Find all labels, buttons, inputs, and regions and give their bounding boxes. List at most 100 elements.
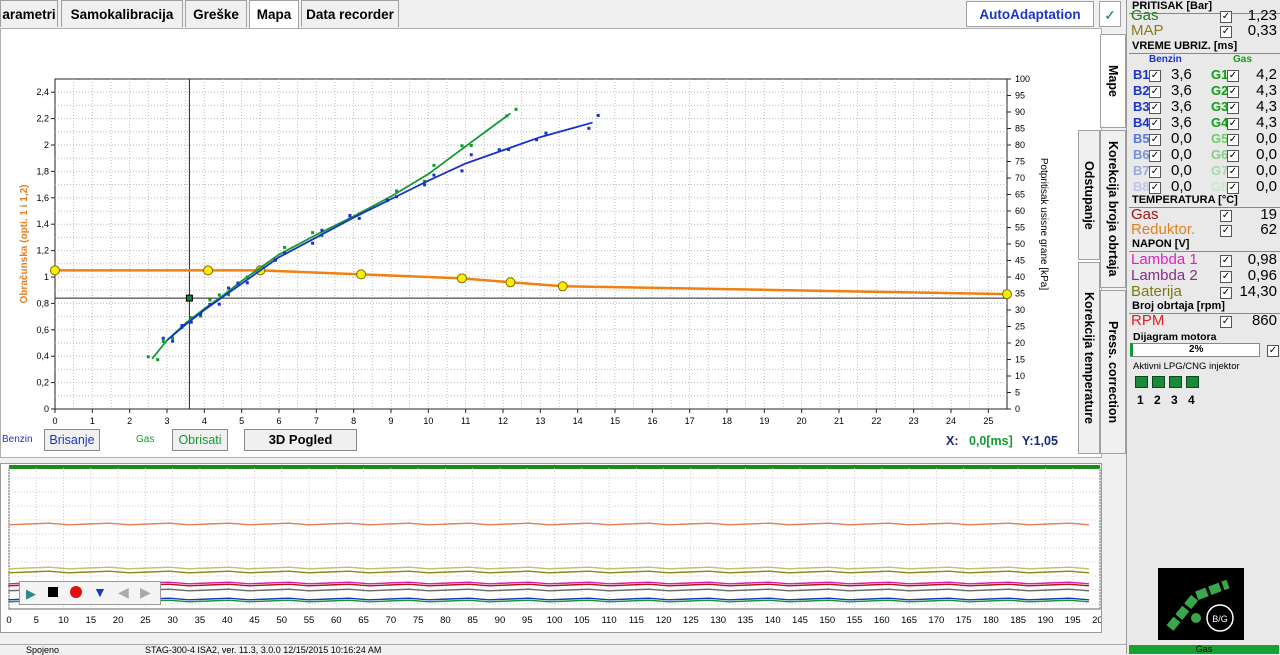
- autoadaptation-button[interactable]: AutoAdaptation: [966, 1, 1094, 27]
- bg-switch-gauge-icon[interactable]: B/G: [1158, 568, 1244, 640]
- injector-b5-checkbox[interactable]: ✓: [1149, 134, 1161, 146]
- scope-x-label: 90: [495, 615, 506, 626]
- scope-x-label: 160: [874, 615, 890, 626]
- y-right-tick-label: 20: [1015, 338, 1025, 348]
- injector-b1-checkbox[interactable]: ✓: [1149, 70, 1161, 82]
- tab-parametri[interactable]: arametri: [0, 0, 58, 27]
- record-icon[interactable]: [70, 586, 82, 598]
- series-point-orange: [456, 273, 467, 284]
- pressure-gas-checkbox[interactable]: ✓: [1220, 11, 1232, 23]
- scope-x-label: 15: [86, 615, 97, 626]
- y-right-tick-label: 90: [1015, 107, 1025, 117]
- injector-g5-value: 0,0: [1256, 130, 1277, 147]
- y-left-axis-title: Obračunska (opti. 1 i 1,2): [19, 185, 30, 304]
- pressure-gas-value: 1,23: [1247, 7, 1277, 24]
- series-point-blue: [171, 339, 175, 343]
- tab-korekcija-broja-obrtaja[interactable]: Korekcija broja obrtaja: [1100, 130, 1126, 288]
- injector-b3-checkbox[interactable]: ✓: [1149, 102, 1161, 114]
- down-arrow-icon[interactable]: ▼: [93, 584, 107, 600]
- wrench-icon[interactable]: ✓: [1099, 1, 1121, 27]
- series-point-green: [320, 234, 324, 238]
- injector-g4-checkbox[interactable]: ✓: [1227, 118, 1239, 130]
- rpm-section-title: Broj obrtaja [rpm]: [1129, 300, 1280, 314]
- injector-b6-checkbox[interactable]: ✓: [1149, 150, 1161, 162]
- injector-g1-checkbox[interactable]: ✓: [1227, 70, 1239, 82]
- scope-x-label: 25: [140, 615, 151, 626]
- injection-section-title: VREME UBRIZ. [ms]: [1129, 40, 1280, 54]
- injector-g8-checkbox[interactable]: ✓: [1227, 182, 1239, 194]
- scope-x-label: 60: [331, 615, 342, 626]
- series-point-green: [311, 231, 315, 235]
- y-right-tick-label: 95: [1015, 91, 1025, 101]
- injector-g5-label: G5: [1211, 131, 1229, 146]
- series-line-green: [151, 112, 512, 360]
- tab-greske[interactable]: Greške: [185, 0, 247, 27]
- series-point-orange: [203, 265, 214, 276]
- injector-b2-checkbox[interactable]: ✓: [1149, 86, 1161, 98]
- 3d-pogled-button[interactable]: 3D Pogled: [244, 429, 357, 451]
- x-tick-label: 11: [461, 416, 470, 426]
- y-tick-label: 1,4: [36, 219, 49, 229]
- rpm-checkbox[interactable]: ✓: [1220, 316, 1232, 328]
- tab-samokalibracija[interactable]: Samokalibracija: [61, 0, 183, 27]
- next-icon[interactable]: ▶: [140, 584, 151, 600]
- tab-korekcija-temperature[interactable]: Korekcija temperature: [1078, 262, 1100, 454]
- chart-controls: Benzin Brisanje Gas Obrisati 3D Pogled X…: [0, 428, 1100, 454]
- tab-mapa[interactable]: Mapa: [249, 0, 299, 29]
- voltage-1-value: 0,96: [1247, 267, 1277, 284]
- brisanje-button[interactable]: Brisanje: [44, 429, 100, 451]
- voltage-0-checkbox[interactable]: ✓: [1220, 255, 1232, 267]
- stop-icon[interactable]: [48, 587, 58, 597]
- series-point-blue: [357, 216, 361, 220]
- y-tick-label: 2: [44, 140, 49, 150]
- injector-b7-label: B7: [1133, 163, 1150, 178]
- tab-odstupanje[interactable]: Odstupanje: [1078, 130, 1100, 260]
- y-right-axis-title: Potpritisak usisne grane [kPa]: [1038, 158, 1049, 291]
- voltage-2-checkbox[interactable]: ✓: [1220, 287, 1232, 299]
- rpm-value: 860: [1251, 312, 1277, 329]
- temp-0-checkbox[interactable]: ✓: [1220, 210, 1232, 222]
- pressure-section-title: PRITISAK [Bar]: [1129, 0, 1280, 14]
- series-point-green: [348, 215, 352, 219]
- tab-press-correction[interactable]: Press. correction: [1100, 290, 1126, 454]
- injection-col-benzin: Benzin: [1149, 54, 1182, 65]
- obrisati-button[interactable]: Obrisati: [172, 429, 228, 451]
- injector-active-icon: [1186, 376, 1199, 388]
- injector-b4-checkbox[interactable]: ✓: [1149, 118, 1161, 130]
- series-point-blue: [245, 281, 249, 285]
- injector-g6-checkbox[interactable]: ✓: [1227, 150, 1239, 162]
- injector-b7-checkbox[interactable]: ✓: [1149, 166, 1161, 178]
- y-tick-label: 2,2: [36, 114, 49, 124]
- injector-b8-checkbox[interactable]: ✓: [1149, 182, 1161, 194]
- scope-trace: [8, 588, 1090, 592]
- series-point-blue: [497, 148, 501, 152]
- fuel-map-chart[interactable]: 0 1 2 3 4 5 6 7 8 9 10 11 12 13 14 15 16 17 18 19 20 21 22 23 24…: [1, 29, 1079, 429]
- play-icon[interactable]: ▶: [26, 586, 36, 601]
- temp-1-checkbox[interactable]: ✓: [1220, 225, 1232, 237]
- scope-x-label: 165: [901, 615, 917, 626]
- x-tick-label: 19: [759, 416, 769, 426]
- injector-g7-checkbox[interactable]: ✓: [1227, 166, 1239, 178]
- data-scope: 0 5 10 15 20 25 30 35 40 45 50 55 60 65 70 75 80 85 90 95 10…: [0, 463, 1102, 633]
- injector-b5-label: B5: [1133, 131, 1150, 146]
- injector-g3-checkbox[interactable]: ✓: [1227, 102, 1239, 114]
- scope-x-label: 105: [574, 615, 590, 626]
- pressure-map-checkbox[interactable]: ✓: [1220, 26, 1232, 38]
- x-tick-label: 13: [535, 416, 545, 426]
- injector-g6-value: 0,0: [1256, 146, 1277, 163]
- injector-g5-checkbox[interactable]: ✓: [1227, 134, 1239, 146]
- injector-g4-value: 4,3: [1256, 114, 1277, 131]
- series-point-green: [189, 316, 193, 320]
- engine-diagram-checkbox[interactable]: ✓: [1267, 345, 1279, 357]
- voltage-1-checkbox[interactable]: ✓: [1220, 271, 1232, 283]
- injector-g8-value: 0,0: [1256, 178, 1277, 195]
- tab-data-recorder[interactable]: Data recorder: [301, 0, 399, 27]
- scope-x-label: 30: [167, 615, 178, 626]
- y-right-tick-label: 70: [1015, 173, 1025, 183]
- injector-g1-label: G1: [1211, 67, 1229, 82]
- status-info: STAG-300-4 ISA2, ver. 11.3, 3.0.0 12/15/…: [145, 645, 382, 655]
- prev-icon[interactable]: ◀: [118, 584, 129, 600]
- tab-mape[interactable]: Mape: [1100, 34, 1126, 128]
- voltage-section-title: NAPON [V]: [1129, 238, 1280, 252]
- injector-g2-checkbox[interactable]: ✓: [1227, 86, 1239, 98]
